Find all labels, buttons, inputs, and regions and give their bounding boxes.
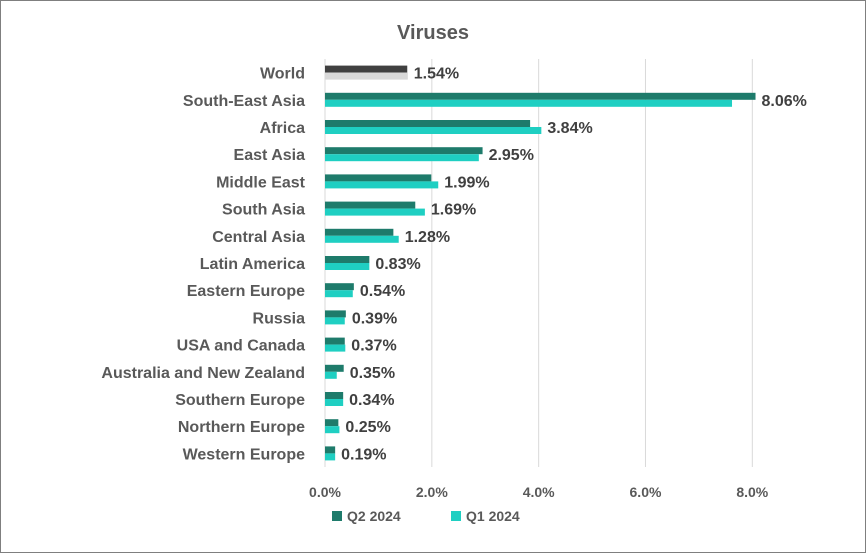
data-label-northern-europe: 0.25%	[345, 419, 390, 436]
legend-swatch-q1-2024	[451, 511, 461, 521]
bars	[325, 65, 756, 461]
bar-q1-southern-europe	[325, 399, 344, 406]
bar-q2-russia	[325, 310, 346, 318]
data-label-south-east-asia: 8.06%	[762, 93, 807, 110]
bar-q1-australia-and-new-zealand	[325, 371, 337, 379]
category-label-southern-europe: Southern Europe	[175, 392, 305, 409]
data-label-middle-east: 1.99%	[444, 174, 489, 191]
bar-q1-world	[325, 72, 408, 80]
x-tick-label: 4.0%	[523, 484, 555, 500]
category-label-africa: Africa	[260, 120, 305, 137]
bar-q2-eastern-europe	[325, 283, 354, 291]
x-tick-label: 2.0%	[416, 484, 448, 500]
data-label-africa: 3.84%	[547, 120, 592, 137]
bar-q1-central-asia	[325, 235, 399, 243]
category-label-eastern-europe: Eastern Europe	[187, 283, 305, 300]
bar-q2-southern-europe	[325, 392, 344, 399]
category-label-world: World	[260, 66, 305, 83]
category-label-northern-europe: Northern Europe	[178, 419, 305, 436]
bar-q2-africa	[325, 120, 531, 127]
x-tick-label: 0.0%	[309, 484, 341, 500]
x-tick-label: 6.0%	[630, 484, 662, 500]
bar-q2-australia-and-new-zealand	[325, 364, 344, 372]
bar-q1-eastern-europe	[325, 290, 353, 298]
data-label-world: 1.54%	[414, 66, 459, 83]
category-label-russia: Russia	[253, 310, 306, 327]
legend-label-q1-2024: Q1 2024	[466, 508, 520, 524]
data-label-eastern-europe: 0.54%	[360, 283, 405, 300]
bar-q2-east-asia	[325, 147, 483, 155]
bar-q1-northern-europe	[325, 426, 340, 434]
bar-q2-south-east-asia	[325, 92, 756, 100]
bar-q1-latin-america	[325, 263, 370, 270]
bar-q1-usa-and-canada	[325, 344, 346, 352]
data-label-central-asia: 1.28%	[405, 229, 450, 246]
bar-q1-africa	[325, 127, 542, 134]
data-label-western-europe: 0.19%	[341, 446, 386, 463]
category-label-usa-and-canada: USA and Canada	[177, 338, 305, 355]
data-label-southern-europe: 0.34%	[349, 392, 394, 409]
data-label-east-asia: 2.95%	[489, 147, 534, 164]
chart-title: Viruses	[397, 22, 469, 44]
bar-q2-south-asia	[325, 201, 416, 209]
x-axis-ticks: 0.0% 2.0% 4.0% 6.0% 8.0%	[309, 484, 769, 500]
category-label-western-europe: Western Europe	[183, 446, 306, 463]
data-label-russia: 0.39%	[352, 310, 397, 327]
legend-label-q2-2024: Q2 2024	[347, 508, 401, 524]
category-label-south-east-asia: South-East Asia	[183, 93, 305, 110]
legend-swatch-q2-2024	[332, 511, 342, 521]
bar-q1-western-europe	[325, 453, 336, 461]
legend: Q2 2024 Q1 2024	[332, 508, 520, 524]
bar-q2-northern-europe	[325, 419, 339, 427]
category-label-australia-and-new-zealand: Australia and New Zealand	[101, 365, 305, 382]
bar-q1-east-asia	[325, 154, 479, 162]
category-labels: World South-East Asia Africa East Asia Middl…	[101, 66, 305, 464]
category-label-latin-america: Latin America	[200, 256, 305, 273]
bar-q2-latin-america	[325, 256, 370, 263]
bar-q2-middle-east	[325, 174, 432, 182]
data-label-australia-and-new-zealand: 0.35%	[350, 365, 395, 382]
data-label-usa-and-canada: 0.37%	[351, 338, 396, 355]
bar-q2-world	[325, 65, 408, 73]
x-tick-label: 8.0%	[736, 484, 768, 500]
bar-q1-south-east-asia	[325, 99, 733, 107]
bar-q2-usa-and-canada	[325, 337, 345, 345]
bar-q2-central-asia	[325, 228, 394, 236]
category-label-east-asia: East Asia	[234, 147, 306, 164]
data-label-south-asia: 1.69%	[431, 202, 476, 219]
bar-q1-middle-east	[325, 181, 439, 189]
bar-q1-russia	[325, 317, 345, 325]
bar-q1-south-asia	[325, 208, 425, 216]
bar-q2-western-europe	[325, 446, 336, 454]
category-label-central-asia: Central Asia	[212, 229, 305, 246]
category-label-south-asia: South Asia	[222, 202, 305, 219]
data-labels: 1.54% 8.06% 3.84% 2.95%1.99% 1.69% 1.28% 0.83%…	[341, 66, 807, 464]
category-label-middle-east: Middle East	[216, 174, 306, 191]
data-label-latin-america: 0.83%	[375, 256, 420, 273]
